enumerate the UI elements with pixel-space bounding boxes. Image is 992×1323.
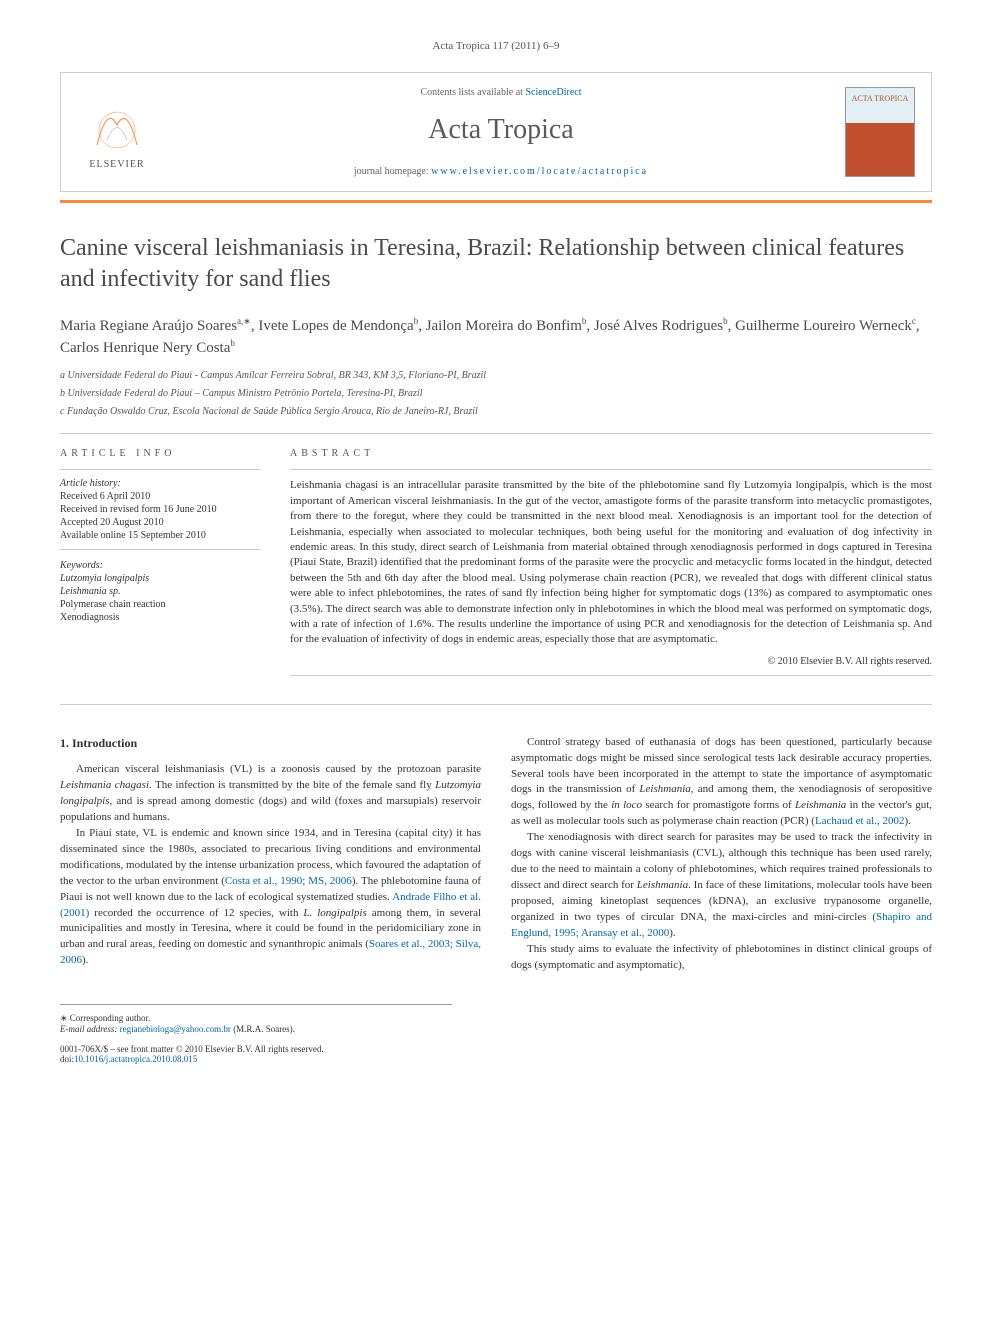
orange-divider-bar: [60, 200, 932, 203]
elsevier-logo: ELSEVIER: [77, 87, 157, 177]
doi-block: 0001-706X/$ – see front matter © 2010 El…: [60, 1044, 932, 1064]
masthead: ELSEVIER Contents lists available at Sci…: [60, 72, 932, 192]
email-line: E-mail address: regianebiologa@yahoo.com…: [60, 1024, 452, 1034]
running-header: Acta Tropica 117 (2011) 6–9: [60, 40, 932, 52]
email-label: E-mail address:: [60, 1024, 120, 1034]
abstract-block: ABSTRACT Leishmania chagasi is an intrac…: [290, 448, 932, 683]
history-item: Accepted 20 August 2010: [60, 517, 260, 528]
affiliations-block: a Universidade Federal do Piauí - Campus…: [60, 369, 932, 419]
journal-homepage-line: journal homepage: www.elsevier.com/locat…: [157, 166, 845, 177]
divider: [60, 704, 932, 705]
elsevier-text: ELSEVIER: [89, 159, 144, 170]
journal-cover-thumbnail: ACTA TROPICA: [845, 87, 915, 177]
doi-label: doi:: [60, 1054, 74, 1064]
journal-name: Acta Tropica: [157, 114, 845, 146]
footer-block: ∗ Corresponding author. E-mail address: …: [60, 1004, 452, 1034]
affiliation: a Universidade Federal do Piauí - Campus…: [60, 369, 932, 383]
keyword: Lutzomyia longipalpis: [60, 573, 260, 584]
body-paragraph: Control strategy based of euthanasia of …: [511, 735, 932, 831]
email-link[interactable]: regianebiologa@yahoo.com.br: [120, 1024, 231, 1034]
abstract-heading: ABSTRACT: [290, 448, 932, 459]
history-item: Received 6 April 2010: [60, 491, 260, 502]
affiliation: c Fundação Oswaldo Cruz, Escola Nacional…: [60, 405, 932, 419]
keyword: Polymerase chain reaction: [60, 599, 260, 610]
section-heading: 1. Introduction: [60, 735, 481, 752]
email-suffix: (M.R.A. Soares).: [231, 1024, 295, 1034]
keyword: Leishmania sp.: [60, 586, 260, 597]
front-matter-line: 0001-706X/$ – see front matter © 2010 El…: [60, 1044, 932, 1054]
body-text: 1. Introduction American visceral leishm…: [60, 735, 932, 974]
journal-homepage-link[interactable]: www.elsevier.com/locate/actatropica: [431, 166, 648, 177]
sciencedirect-link[interactable]: ScienceDirect: [525, 87, 581, 98]
article-title: Canine visceral leishmaniasis in Teresin…: [60, 233, 932, 295]
article-info-heading: ARTICLE INFO: [60, 448, 260, 459]
history-item: Available online 15 September 2010: [60, 530, 260, 541]
authors-line: Maria Regiane Araújo Soaresa,∗, Ivete Lo…: [60, 315, 932, 359]
affiliation: b Universidade Federal do Piauí – Campus…: [60, 387, 932, 401]
body-paragraph: This study aims to evaluate the infectiv…: [511, 942, 932, 974]
body-paragraph: The xenodiagnosis with direct search for…: [511, 830, 932, 942]
abstract-copyright: © 2010 Elsevier B.V. All rights reserved…: [290, 656, 932, 667]
homepage-prefix: journal homepage:: [354, 166, 431, 177]
keyword: Xenodiagnosis: [60, 612, 260, 623]
doi-link[interactable]: 10.1016/j.actatropica.2010.08.015: [74, 1054, 197, 1064]
contents-list-line: Contents lists available at ScienceDirec…: [157, 87, 845, 98]
article-info-block: ARTICLE INFO Article history: Received 6…: [60, 448, 260, 683]
keywords-label: Keywords:: [60, 560, 260, 571]
cover-title: ACTA TROPICA: [846, 94, 914, 103]
history-label: Article history:: [60, 478, 260, 489]
history-item: Received in revised form 16 June 2010: [60, 504, 260, 515]
abstract-text: Leishmania chagasi is an intracellular p…: [290, 478, 932, 647]
body-paragraph: In Piauí state, VL is endemic and known …: [60, 826, 481, 969]
divider: [60, 433, 932, 434]
corresponding-author: ∗ Corresponding author.: [60, 1013, 452, 1024]
contents-list-prefix: Contents lists available at: [420, 87, 525, 98]
body-paragraph: American visceral leishmaniasis (VL) is …: [60, 762, 481, 826]
